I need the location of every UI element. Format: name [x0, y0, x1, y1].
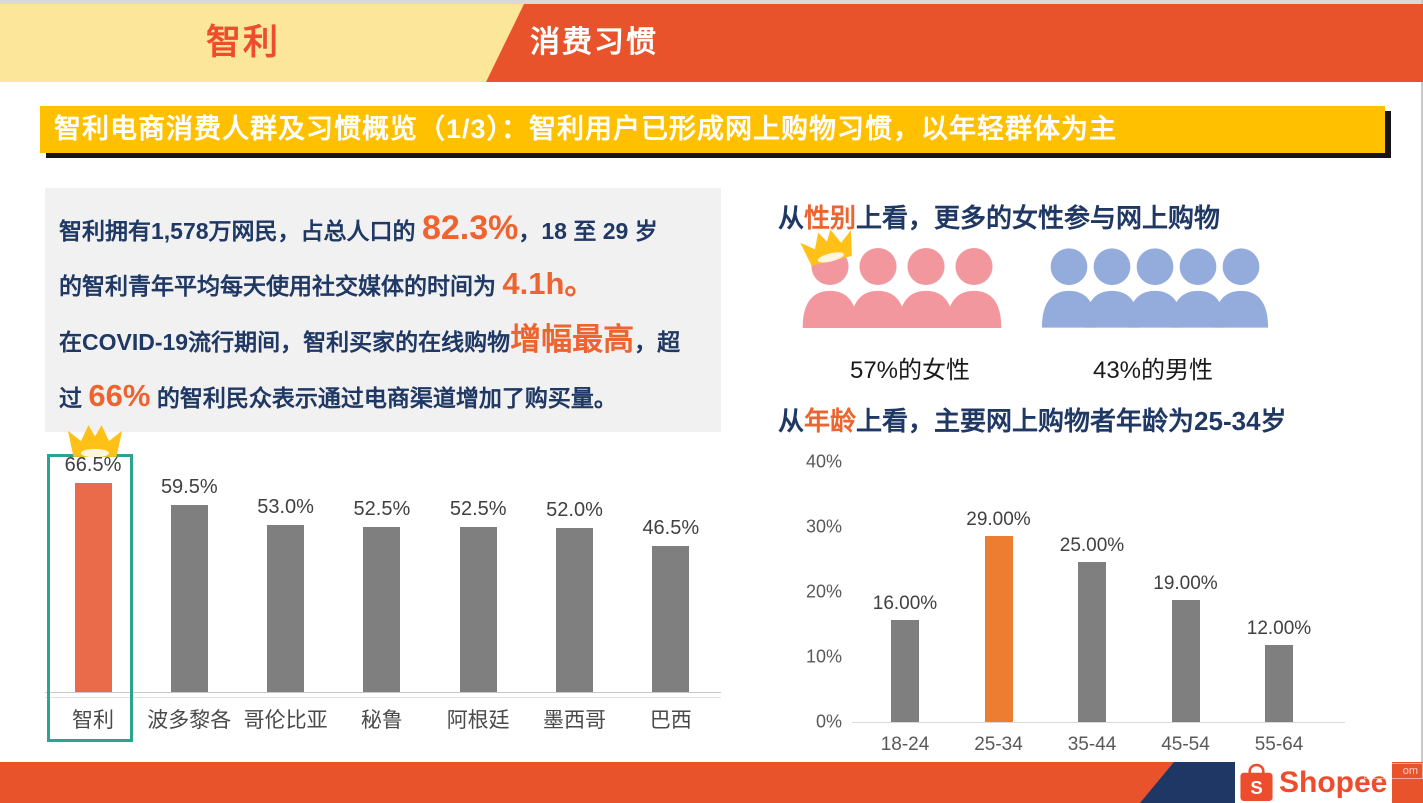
watermark: om — [1364, 763, 1423, 779]
person-icon — [1213, 248, 1269, 328]
bar-value-label: 29.00% — [966, 509, 1031, 530]
svg-text:S: S — [1250, 777, 1262, 798]
bar-35-44 — [1078, 562, 1106, 722]
bar-波多黎各 — [170, 505, 208, 692]
window-right-border — [1421, 0, 1423, 803]
person-icon — [1170, 248, 1226, 328]
bar-巴西 — [652, 546, 690, 692]
crown-icon — [800, 229, 852, 266]
tab-country: 智利 — [205, 23, 280, 62]
y-axis-tick: 30% — [805, 516, 842, 537]
country-bar-chart: 66.5% 智利 59.5% 波多黎各 53.0% 哥伦比亚 52.5% 秘鲁 52.5% 阿根廷… — [45, 425, 721, 765]
y-axis-tick: 10% — [805, 646, 842, 667]
person-icon — [1041, 248, 1097, 328]
window-top-border — [0, 0, 1423, 4]
bar-value-label: 66.5% — [64, 454, 122, 476]
bar-value-label: 59.5% — [160, 476, 218, 498]
age-bar-chart: 0% 10% 20% 30% 40% 16.00% 18-24 29.00% 25-34 25.0… — [790, 450, 1390, 770]
stat-internet-penetration: 82.3% — [421, 209, 519, 247]
shopee-logo: S Shopee — [1239, 763, 1387, 802]
header-band: 智利 消费习惯 — [0, 4, 1423, 82]
bar-秘鲁 — [363, 527, 401, 692]
bar-category-label: 35-44 — [1067, 734, 1117, 755]
bar-value-label: 53.0% — [257, 496, 314, 518]
crown-icon — [67, 425, 123, 458]
shopee-wordmark: Shopee — [1279, 765, 1388, 799]
stat-growth-highest: 增幅最高 — [510, 322, 635, 357]
male-share-label: 43%的男性 — [1092, 357, 1214, 384]
person-icon — [946, 247, 1002, 328]
bar-墨西哥 — [556, 528, 593, 692]
person-icon — [898, 247, 954, 328]
stat-66-percent: 66% — [88, 378, 151, 413]
header-orange-wedge — [486, 4, 1423, 82]
bar-value-label: 25.00% — [1059, 535, 1125, 556]
gender-section-title: 从性别上看，更多的女性参与网上购物 — [778, 203, 1221, 233]
bar-category-label: 18-24 — [880, 734, 930, 755]
female-share-label: 57%的女性 — [849, 357, 971, 384]
bar-category-label: 巴西 — [649, 708, 692, 732]
bar-value-label: 52.5% — [449, 498, 507, 520]
bar-value-label: 12.00% — [1246, 618, 1312, 639]
bar-value-label: 52.5% — [353, 498, 411, 520]
bar-哥伦比亚 — [267, 525, 305, 692]
stat-social-media-hours: 4.1h。 — [502, 266, 596, 301]
intro-box: 智利拥有1,578万网民，占总人口的 82.3%，18 至 29 岁 的智利青年… — [45, 188, 721, 432]
age-section-title: 从年龄上看，主要网上购物者年龄为25-34岁 — [778, 406, 1287, 436]
bar-18-24 — [891, 620, 919, 722]
bar-category-label: 智利 — [72, 708, 114, 732]
bar-value-label: 19.00% — [1153, 573, 1218, 594]
y-axis-tick: 40% — [805, 451, 842, 472]
bar-value-label: 16.00% — [872, 593, 938, 614]
person-icon — [850, 247, 906, 328]
bar-55-64 — [1265, 645, 1293, 722]
bar-value-label: 46.5% — [642, 517, 700, 539]
tab-section: 消费习惯 — [530, 26, 658, 59]
person-icon — [1127, 248, 1183, 328]
x-axis-line — [852, 722, 1345, 723]
bar-category-label: 25-34 — [974, 734, 1023, 755]
intro-line: 智利拥有1,578万网民，占总人口的 82.3%，18 至 29 岁 — [59, 209, 658, 247]
bar-category-label: 阿根廷 — [446, 708, 510, 732]
female-icons-group — [800, 246, 1004, 328]
x-axis-gridline — [45, 697, 721, 698]
x-axis-line — [45, 692, 721, 693]
y-axis-tick: 20% — [805, 581, 842, 602]
bar-category-label: 秘鲁 — [360, 708, 403, 732]
bar-value-label: 52.0% — [546, 499, 603, 521]
y-axis-tick: 0% — [815, 711, 842, 732]
intro-line: 在COVID-19流行期间，智利买家的在线购物增幅最高，超 — [59, 322, 681, 357]
person-icon — [1084, 248, 1140, 328]
bar-category-label: 墨西哥 — [542, 708, 606, 732]
slide-title-bar: 智利电商消费人群及习惯概览（1/3）：智利用户已形成网上购物习惯，以年轻群体为主 — [40, 106, 1385, 153]
bar-45-54 — [1171, 600, 1200, 722]
male-icons-group — [1040, 246, 1270, 328]
bar-category-label: 哥伦比亚 — [243, 708, 328, 732]
bar-category-label: 波多黎各 — [147, 708, 232, 732]
shopee-bag-icon: S — [1240, 763, 1273, 801]
bar-25-34 — [984, 536, 1013, 722]
bar-智利 — [74, 483, 112, 692]
intro-line: 的智利青年平均每天使用社交媒体的时间为 4.1h。 — [59, 266, 596, 301]
bar-category-label: 45-54 — [1161, 734, 1210, 755]
intro-line: 过 66% 的智利民众表示通过电商渠道增加了购买量。 — [59, 378, 617, 413]
bar-category-label: 55-64 — [1254, 734, 1304, 755]
bar-阿根廷 — [459, 527, 497, 692]
